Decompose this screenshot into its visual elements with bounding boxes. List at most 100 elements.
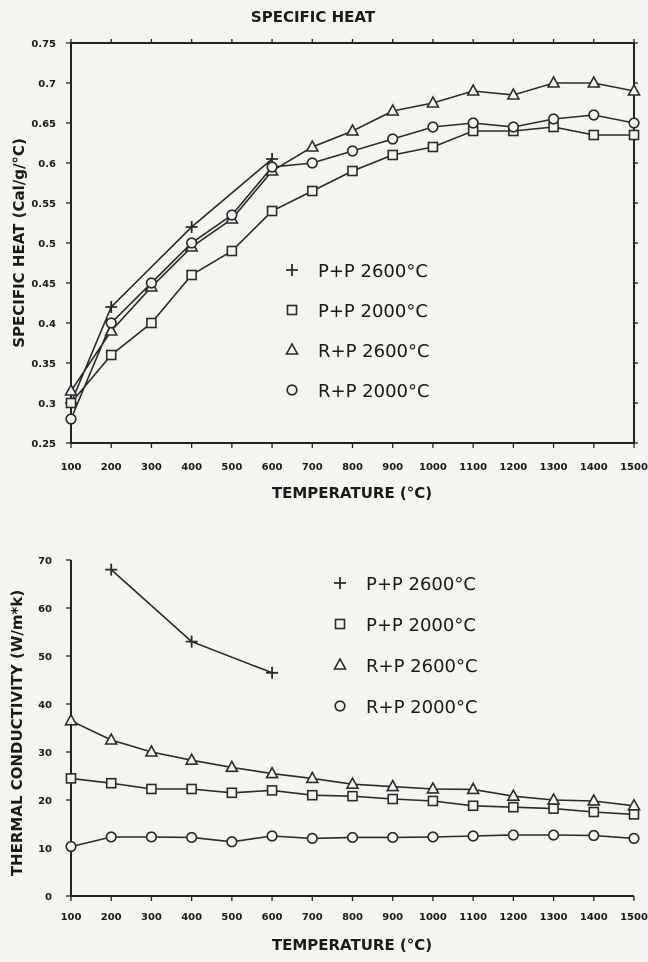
x-tick-label: 200 <box>101 462 122 473</box>
x-tick-label: 500 <box>221 912 242 923</box>
x-tick-label: 200 <box>101 912 122 923</box>
y-tick-label: 0.55 <box>31 199 56 210</box>
y-tick-label: 40 <box>38 700 52 711</box>
x-axis-title: TEMPERATURE (°C) <box>272 484 432 502</box>
data-point <box>628 117 640 129</box>
x-tick-label: 1200 <box>499 462 527 473</box>
series-triangle <box>64 713 641 811</box>
data-point <box>548 803 559 814</box>
x-tick-label: 1000 <box>419 912 447 923</box>
data-point <box>387 831 399 844</box>
x-tick-label: 400 <box>181 462 202 473</box>
legend-item: P+P 2600°C <box>334 574 476 595</box>
data-point <box>65 397 77 409</box>
data-point <box>427 141 439 153</box>
legend-item: P+P 2000°C <box>334 615 476 636</box>
data-point <box>265 765 279 779</box>
data-point <box>306 157 318 169</box>
data-point <box>586 75 601 88</box>
legend-label: P+P 2000°C <box>318 301 428 322</box>
data-point <box>105 563 118 576</box>
data-point <box>226 209 238 221</box>
data-point <box>588 829 600 842</box>
data-point <box>184 752 199 765</box>
data-point <box>588 129 600 141</box>
data-point <box>467 800 479 812</box>
data-point <box>627 798 641 811</box>
x-tick-label: 300 <box>141 912 162 923</box>
data-point <box>387 793 399 805</box>
data-point <box>467 830 479 842</box>
x-tick-label: 1000 <box>419 462 447 473</box>
data-point <box>507 829 519 841</box>
x-tick-label: 1400 <box>580 912 608 923</box>
x-tick-label: 100 <box>61 912 82 923</box>
data-point <box>427 121 439 133</box>
data-point <box>105 317 117 329</box>
data-point <box>547 113 560 125</box>
legend-label: R+P 2000°C <box>366 697 478 718</box>
x-tick-label: 600 <box>262 462 283 473</box>
x-tick-label: 1200 <box>499 912 527 923</box>
data-point <box>385 103 400 116</box>
data-point <box>628 832 640 845</box>
y-tick-label: 0 <box>45 892 52 903</box>
data-point <box>467 117 479 129</box>
data-point <box>145 831 158 843</box>
legend-label: P+P 2600°C <box>366 574 476 595</box>
data-point <box>105 349 117 361</box>
series-line <box>110 569 273 674</box>
data-point <box>426 781 440 794</box>
y-axis-title: SPECIFIC HEAT (Cal/g/°C) <box>10 138 28 348</box>
data-point <box>507 121 519 133</box>
series-circle <box>65 109 640 425</box>
data-point <box>185 635 198 648</box>
x-tick-label: 1100 <box>459 912 487 923</box>
legend-marker <box>285 342 299 355</box>
data-point <box>306 832 318 845</box>
x-tick-label: 1300 <box>540 462 568 473</box>
x-tick-label: 1100 <box>459 462 487 473</box>
plot-area: 0 10 20 30 40 50 60 70 100 200 300 400 500 600 700 800 9… <box>38 556 648 923</box>
legend-item: R+P 2000°C <box>334 697 478 718</box>
data-point <box>144 744 159 757</box>
x-tick-label: 1500 <box>620 912 648 923</box>
plot-area: 0.25 0.3 0.35 0.4 0.45 0.5 0.55 0.6 0.65 0.7 0.75 1… <box>31 39 648 473</box>
data-point <box>226 787 238 799</box>
legend-label: R+P 2600°C <box>366 656 478 677</box>
y-tick-label: 20 <box>38 796 52 807</box>
y-tick-label: 10 <box>38 844 52 855</box>
data-point <box>466 83 480 96</box>
y-tick-label: 30 <box>38 748 52 759</box>
legend-label: P+P 2000°C <box>366 615 476 636</box>
x-tick-label: 600 <box>262 912 283 923</box>
series-square <box>65 773 640 820</box>
x-tick-label: 700 <box>302 912 323 923</box>
data-point <box>266 830 278 842</box>
legend-marker <box>333 657 347 670</box>
y-tick-label: 0.7 <box>38 79 56 90</box>
y-tick-label: 0.35 <box>31 359 56 370</box>
x-tick-label: 900 <box>382 912 403 923</box>
x-tick-label: 1400 <box>580 462 608 473</box>
series-line <box>70 158 273 404</box>
x-tick-label: 1300 <box>540 912 568 923</box>
legend-marker <box>286 384 298 396</box>
data-point <box>506 87 521 100</box>
x-tick-label: 300 <box>141 462 162 473</box>
data-point <box>185 221 198 233</box>
data-point <box>466 781 480 795</box>
x-tick-label: 900 <box>382 462 403 473</box>
data-point <box>186 269 197 281</box>
data-point <box>387 133 399 145</box>
legend-label: R+P 2600°C <box>318 341 430 362</box>
data-point <box>346 145 359 157</box>
data-point <box>546 792 561 805</box>
y-tick-label: 60 <box>38 604 52 615</box>
data-point <box>506 788 521 801</box>
data-point <box>266 666 279 679</box>
data-point <box>588 109 600 121</box>
data-point <box>345 123 360 136</box>
data-point <box>186 237 198 249</box>
data-point <box>64 383 78 396</box>
